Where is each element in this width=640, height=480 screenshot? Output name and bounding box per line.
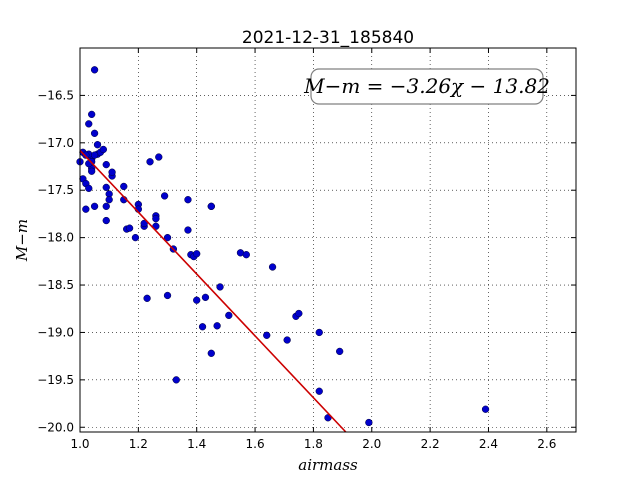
data-point <box>105 196 113 204</box>
data-point <box>108 168 116 176</box>
scatter-points <box>76 66 490 427</box>
y-axis-label: M−m <box>13 219 31 262</box>
data-point <box>152 215 160 223</box>
data-point <box>213 322 221 330</box>
y-tick-label: −17.5 <box>37 183 74 197</box>
data-point <box>85 184 93 192</box>
y-tick-label: −17.0 <box>37 136 74 150</box>
data-point <box>143 294 151 302</box>
data-point <box>295 309 303 318</box>
data-point <box>102 183 110 192</box>
x-tick-label: 1.6 <box>246 437 265 451</box>
data-point <box>207 349 215 357</box>
x-tick-label: 1.2 <box>129 437 148 451</box>
x-tick-label: 2.2 <box>421 437 440 451</box>
y-tick-label: −19.5 <box>37 373 74 387</box>
y-tick-label: −20.0 <box>37 420 74 434</box>
x-tick-label: 1.0 <box>70 437 89 451</box>
data-point <box>263 331 271 339</box>
data-point <box>131 233 140 242</box>
data-point <box>163 291 172 300</box>
axis-ticks: 1.0 1.2 1.4 1.6 1.8 2.0 2.2 2.4 2.6 −16.5 −17.0 −17… <box>37 48 576 451</box>
y-tick-label: −18.0 <box>37 231 74 245</box>
data-point <box>82 151 90 159</box>
fit-line <box>79 149 347 433</box>
fit-annotation-box <box>310 68 544 105</box>
data-point <box>120 182 128 191</box>
data-point <box>102 202 110 210</box>
data-point <box>207 202 215 210</box>
data-point <box>93 141 102 149</box>
x-tick-label: 2.6 <box>537 437 556 451</box>
data-point <box>90 129 99 137</box>
data-point <box>283 336 291 344</box>
data-point <box>336 347 344 356</box>
data-point <box>88 110 96 119</box>
data-point <box>90 202 99 210</box>
x-tick-label: 1.4 <box>187 437 206 451</box>
data-point <box>140 219 148 228</box>
data-point <box>242 251 250 259</box>
fit-annotation-text: M−m = −3.26χ − 13.82 <box>303 74 550 98</box>
data-point <box>88 167 96 175</box>
data-point <box>216 283 224 291</box>
data-point <box>201 293 210 302</box>
data-point <box>225 311 233 320</box>
data-point <box>125 224 134 232</box>
data-point <box>90 66 99 74</box>
chart-title: 2021-12-31_185840 <box>242 28 414 48</box>
data-point <box>82 205 90 213</box>
data-point <box>102 216 110 225</box>
data-point <box>99 145 107 154</box>
plot-area-frame <box>79 47 577 433</box>
data-point <box>172 376 180 384</box>
data-point <box>198 323 207 331</box>
data-point <box>315 328 323 337</box>
data-point <box>155 153 163 161</box>
fit-annotation: M−m = −3.26χ − 13.82 <box>303 68 550 105</box>
data-point <box>146 158 154 166</box>
data-point <box>268 263 277 271</box>
data-point <box>160 192 169 200</box>
data-point <box>193 296 201 304</box>
data-point <box>90 151 99 159</box>
data-point <box>193 250 201 258</box>
data-point <box>184 226 192 234</box>
x-tick-label: 1.8 <box>304 437 323 451</box>
data-point <box>184 196 192 204</box>
y-tick-label: −16.5 <box>37 88 74 102</box>
x-tick-label: 2.0 <box>362 437 381 451</box>
y-tick-label: −18.5 <box>37 278 74 292</box>
data-point <box>481 405 490 413</box>
x-tick-label: 2.4 <box>479 437 498 451</box>
data-point <box>102 160 110 169</box>
data-point <box>315 387 323 395</box>
x-axis-label: airmass <box>298 456 358 474</box>
y-tick-label: −19.0 <box>37 325 74 339</box>
data-point <box>163 233 172 242</box>
data-point <box>365 418 373 427</box>
data-point <box>85 120 93 128</box>
